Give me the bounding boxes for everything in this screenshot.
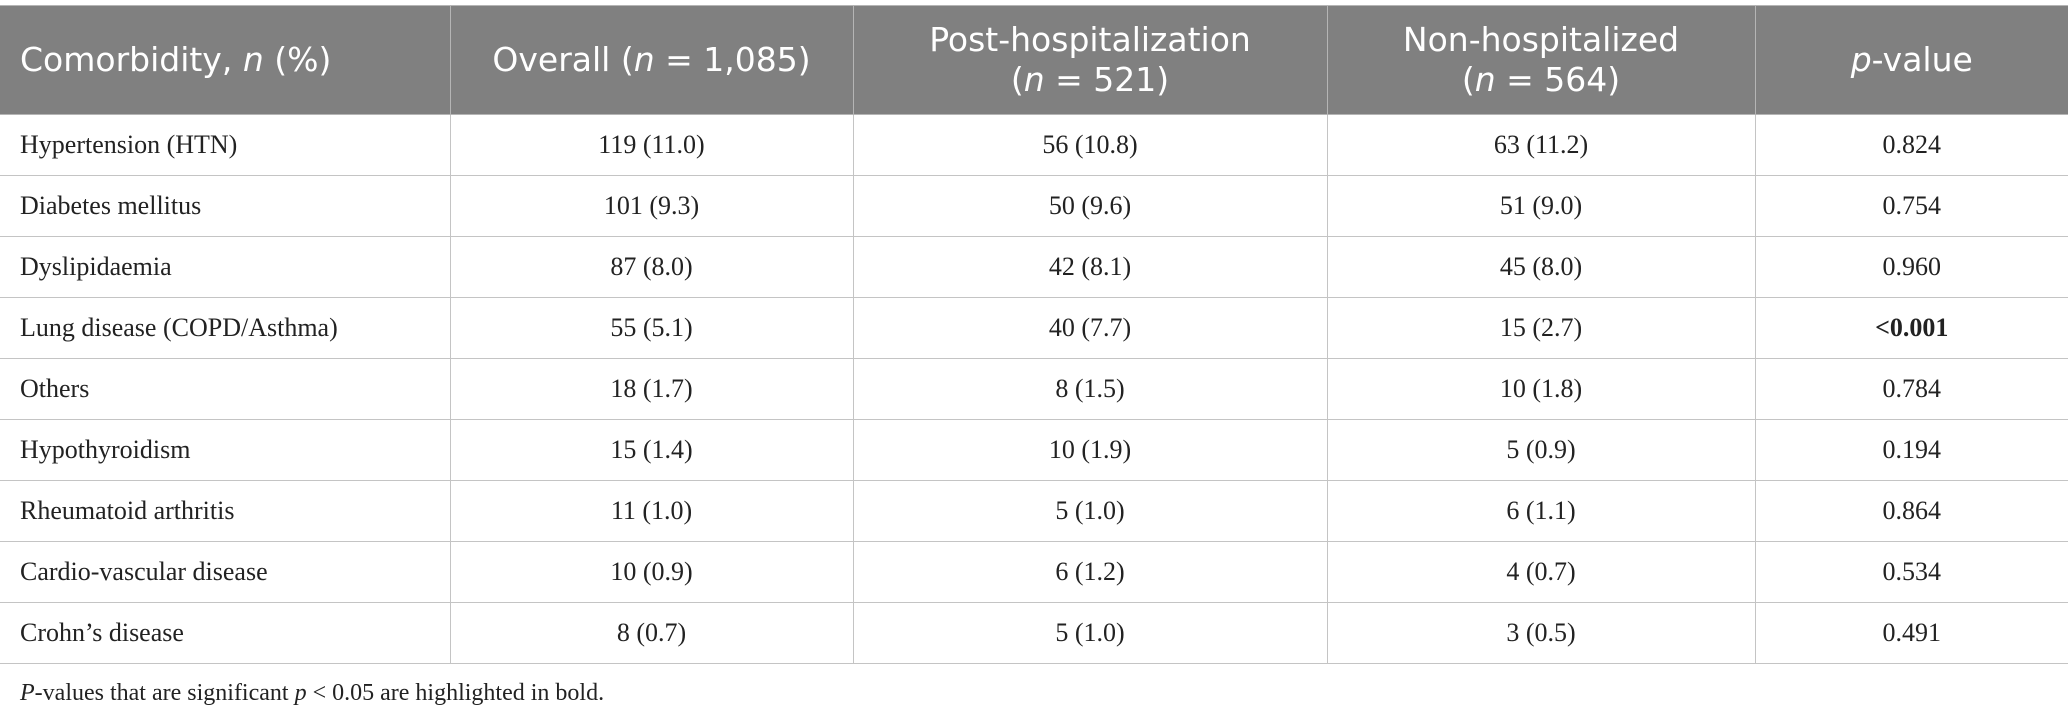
header-cell: p-value [1754,5,2068,115]
text-run: < 0.05 are highlighted in bold. [306,680,605,706]
text-run: ( [1461,60,1475,99]
table-cell: 3 (0.5) [1326,602,1756,664]
header-row: Comorbidity, n (%) Overall (n = 1,085) Pos… [0,5,2068,115]
table-cell: 87 (8.0) [449,236,854,298]
table-cell: 10 (0.9) [449,541,854,603]
table-cell: 8 (1.5) [852,358,1328,420]
header-line: Post-hospitalization [874,20,1307,60]
table-cell: 119 (11.0) [449,114,854,176]
table-cell: 0.864 [1754,480,2068,542]
table-cell: 56 (10.8) [852,114,1328,176]
header-line: Non-hospitalized [1348,20,1735,60]
table-row: Rheumatoid arthritis 11 (1.0) 5 (1.0) 6 (1.… [0,480,2068,542]
table-cell: 63 (11.2) [1326,114,1756,176]
table-cell: 11 (1.0) [449,480,854,542]
table-cell: 5 (1.0) [852,602,1328,664]
table-row: Others 18 (1.7) 8 (1.5) 10 (1.8) 0.784 [0,358,2068,420]
table-row: Hypertension (HTN) 119 (11.0) 56 (10.8) 63 … [0,114,2068,176]
table-cell: 5 (0.9) [1326,419,1756,481]
table-cell: 55 (5.1) [449,297,854,359]
header-line: Overall (n = 1,085) [471,40,833,80]
table-cell: <0.001 [1754,297,2068,359]
text-run: n [633,40,655,79]
table-cell: Crohn’s disease [0,602,451,664]
header-line: Comorbidity, n (%) [20,40,430,80]
table-cell: Cardio-vascular disease [0,541,451,603]
header-line: (n = 564) [1348,60,1735,100]
table-cell: 0.784 [1754,358,2068,420]
table-cell: 45 (8.0) [1326,236,1756,298]
table-cell: 0.534 [1754,541,2068,603]
table-cell: Hypertension (HTN) [0,114,451,176]
table-cell: 50 (9.6) [852,175,1328,237]
table-cell: 0.824 [1754,114,2068,176]
table-cell: 0.754 [1754,175,2068,237]
table-cell: 8 (0.7) [449,602,854,664]
text-run: Non-hospitalized [1402,20,1680,59]
table-row: Crohn’s disease 8 (0.7) 5 (1.0) 3 (0.5) 0.49… [0,602,2068,664]
header-cell: Comorbidity, n (%) [0,5,451,115]
text-run: p [294,680,307,706]
table-row: Diabetes mellitus 101 (9.3) 50 (9.6) 51 (9.… [0,175,2068,237]
table-cell: 15 (1.4) [449,419,854,481]
table-cell: Diabetes mellitus [0,175,451,237]
table-body: Hypertension (HTN) 119 (11.0) 56 (10.8) 63 … [0,114,2068,664]
text-run: = 1,085) [654,40,811,79]
table-cell: Rheumatoid arthritis [0,480,451,542]
table-cell: Dyslipidaemia [0,236,451,298]
text-run: = 521) [1044,60,1170,99]
table-row: Lung disease (COPD/Asthma) 55 (5.1) 40 (7.… [0,297,2068,359]
table-cell: 4 (0.7) [1326,541,1756,603]
text-run: P [20,680,35,706]
table-cell: Lung disease (COPD/Asthma) [0,297,451,359]
header-cell: Non-hospitalized (n = 564) [1326,5,1756,115]
table-cell: 40 (7.7) [852,297,1328,359]
table-row: Cardio-vascular disease 10 (0.9) 6 (1.2) 4 … [0,541,2068,603]
text-run: n [242,40,264,79]
table-cell: 0.194 [1754,419,2068,481]
table-cell: 5 (1.0) [852,480,1328,542]
table-cell: Others [0,358,451,420]
table-cell: 51 (9.0) [1326,175,1756,237]
header-cell: Overall (n = 1,085) [449,5,854,115]
table-cell: 0.960 [1754,236,2068,298]
header-cell: Post-hospitalization (n = 521) [852,5,1328,115]
text-run: n [1023,60,1045,99]
text-run: ( [1010,60,1024,99]
table-cell: 0.491 [1754,602,2068,664]
comorbidity-table: Comorbidity, n (%) Overall (n = 1,085) Pos… [0,5,2068,664]
table-row: Dyslipidaemia 87 (8.0) 42 (8.1) 45 (8.0) 0.9… [0,236,2068,298]
table-cell: 42 (8.1) [852,236,1328,298]
text-run: n [1474,60,1496,99]
table-cell: 101 (9.3) [449,175,854,237]
table-cell: 6 (1.2) [852,541,1328,603]
text-run: -values that are significant [34,680,295,706]
footnote: P-values that are significant p < 0.05 a… [20,680,604,707]
header-line: (n = 521) [874,60,1307,100]
table-row: Hypothyroidism 15 (1.4) 10 (1.9) 5 (0.9) 0.1… [0,419,2068,481]
text-run: Post-hospitalization [929,20,1251,59]
table-cell: Hypothyroidism [0,419,451,481]
table-cell: 10 (1.8) [1326,358,1756,420]
table-cell: 6 (1.1) [1326,480,1756,542]
table-cell: 18 (1.7) [449,358,854,420]
text-run: (%) [263,40,332,79]
text-run: = 564) [1495,60,1621,99]
table-cell: 10 (1.9) [852,419,1328,481]
text-run: -value [1871,40,1973,79]
table-cell: 15 (2.7) [1326,297,1756,359]
text-run: Comorbidity, [20,40,243,79]
text-run: Overall ( [492,40,634,79]
text-run: p [1850,40,1872,79]
header-line: p-value [1776,40,2049,80]
